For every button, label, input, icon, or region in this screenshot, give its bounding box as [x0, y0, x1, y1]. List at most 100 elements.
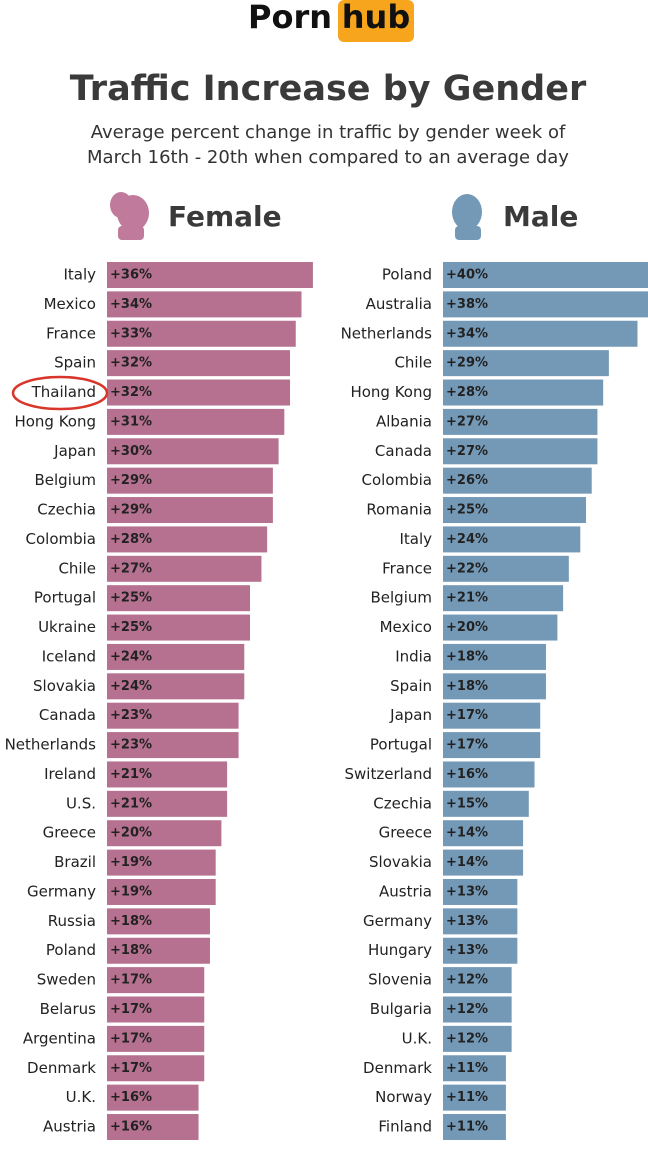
logo-right: hub: [342, 0, 410, 36]
category-label: Poland: [46, 941, 96, 959]
value-label: +23%: [110, 738, 152, 753]
bar: [443, 996, 512, 1023]
bar: [443, 937, 518, 964]
category-label: Romania: [366, 501, 432, 519]
bar: [107, 849, 216, 876]
category-label: Germany: [363, 912, 432, 930]
value-label: +13%: [446, 914, 488, 929]
bar: [443, 732, 541, 759]
bar: [107, 585, 250, 612]
value-label: +30%: [110, 444, 152, 459]
category-label: Portugal: [34, 589, 96, 607]
bar: [443, 614, 558, 641]
value-label: +34%: [446, 326, 488, 341]
bar: [107, 614, 250, 641]
value-label: +21%: [446, 591, 488, 606]
bar: [443, 1055, 506, 1082]
category-label: France: [382, 559, 432, 577]
category-label: Chile: [394, 354, 432, 372]
bar: [107, 643, 245, 670]
value-label: +19%: [110, 884, 152, 899]
bar: [107, 262, 313, 288]
bar: [107, 291, 302, 318]
category-label: Brazil: [54, 853, 96, 871]
category-label: Albania: [376, 412, 432, 430]
bar: [443, 350, 609, 377]
category-label: Greece: [43, 824, 96, 842]
bar: [107, 555, 262, 582]
value-label: +19%: [110, 855, 152, 870]
bar: [443, 291, 648, 318]
category-label: Switzerland: [345, 765, 433, 783]
value-label: +29%: [110, 473, 152, 488]
category-label: Denmark: [27, 1059, 96, 1077]
category-label: Norway: [375, 1088, 432, 1106]
bar: [107, 497, 273, 524]
category-label: Belarus: [40, 1000, 97, 1018]
bar: [107, 438, 279, 465]
category-label: Portugal: [370, 736, 432, 754]
bar: [443, 761, 535, 788]
category-label: Slovakia: [33, 677, 96, 695]
bar: [107, 467, 273, 494]
bar: [107, 1114, 199, 1141]
value-label: +31%: [110, 414, 152, 429]
male-icon: [452, 194, 482, 240]
category-label: U.K.: [402, 1029, 432, 1047]
value-label: +28%: [110, 532, 152, 547]
value-label: +28%: [446, 385, 488, 400]
logo-box: [338, 0, 414, 42]
value-label: +33%: [110, 326, 152, 341]
category-label: Germany: [27, 882, 96, 900]
category-label: Australia: [366, 295, 432, 313]
bar: [107, 732, 239, 759]
category-label: Thailand: [31, 383, 96, 401]
category-label: Hong Kong: [350, 383, 432, 401]
bar: [443, 467, 592, 494]
value-label: +21%: [110, 767, 152, 782]
category-label: Poland: [382, 266, 432, 284]
value-label: +25%: [110, 591, 152, 606]
category-label: Colombia: [26, 530, 97, 548]
bar: [443, 1114, 506, 1141]
bar: [107, 702, 239, 729]
value-label: +25%: [446, 503, 488, 518]
category-label: Finland: [378, 1118, 432, 1136]
category-label: Bulgaria: [370, 1000, 432, 1018]
value-label: +15%: [446, 796, 488, 811]
bar: [443, 643, 546, 670]
bar: [107, 967, 205, 994]
bar: [443, 1025, 512, 1052]
category-label: Hong Kong: [14, 412, 96, 430]
category-label: U.S.: [66, 794, 96, 812]
panel-title: Male: [503, 200, 578, 233]
subtitle: March 16th - 20th when compared to an av…: [87, 147, 569, 168]
value-label: +17%: [446, 708, 488, 723]
bar: [107, 820, 222, 847]
bar: [107, 761, 228, 788]
value-label: +34%: [110, 297, 152, 312]
category-label: Hungary: [368, 941, 432, 959]
value-label: +11%: [446, 1061, 488, 1076]
bar: [107, 379, 291, 406]
category-label: Belgium: [35, 471, 97, 489]
bar: [443, 967, 512, 994]
category-label: Czechia: [37, 501, 96, 519]
category-label: Japan: [53, 442, 96, 460]
category-label: Mexico: [44, 295, 96, 313]
category-label: Slovakia: [369, 853, 432, 871]
bar: [443, 320, 638, 347]
value-label: +27%: [446, 414, 488, 429]
category-label: Mexico: [380, 618, 432, 636]
value-label: +16%: [110, 1090, 152, 1105]
value-label: +17%: [110, 1061, 152, 1076]
bar: [443, 1084, 506, 1111]
panel-title: Female: [168, 200, 282, 233]
bar: [107, 350, 291, 377]
bar: [443, 820, 524, 847]
bar: [443, 262, 648, 288]
bar: [107, 908, 210, 935]
bar: [107, 1025, 205, 1052]
value-label: +13%: [446, 943, 488, 958]
